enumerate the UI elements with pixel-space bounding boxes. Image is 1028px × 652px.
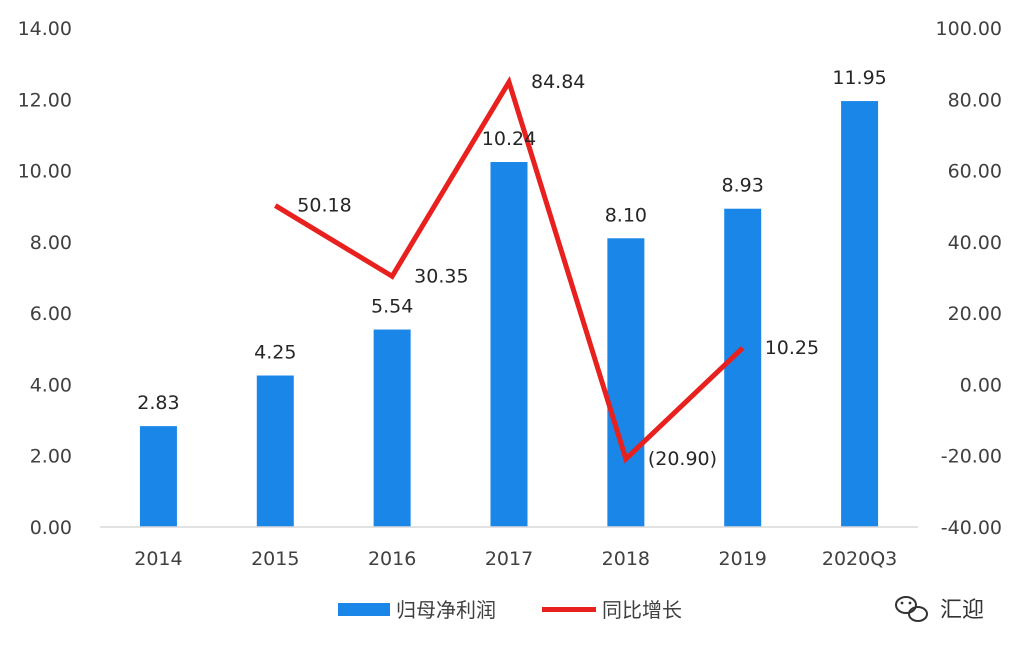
bar-data-label: 8.93 — [722, 175, 764, 197]
right-tick-label: 100.00 — [936, 18, 1002, 40]
x-tick-label: 2014 — [134, 548, 182, 570]
right-tick-label: -20.00 — [941, 446, 1002, 468]
bar-2017 — [490, 162, 528, 527]
left-tick-label: 10.00 — [18, 161, 72, 183]
bar-data-labels: 2.83 4.25 5.54 10.24 8.10 8.93 11.95 — [137, 67, 887, 414]
x-tick-label: 2015 — [251, 548, 299, 570]
bar-data-label: 10.24 — [482, 128, 536, 150]
left-tick-label: 0.00 — [30, 517, 72, 539]
bar-2015 — [256, 375, 294, 527]
bar-data-label: 5.54 — [371, 296, 413, 318]
bar-2016 — [373, 329, 411, 527]
left-axis-ticks: 0.00 2.00 4.00 6.00 8.00 10.00 12.00 14.00 — [18, 18, 72, 539]
left-tick-label: 12.00 — [18, 89, 72, 111]
bar-data-label: 2.83 — [137, 392, 179, 414]
right-tick-label: -40.00 — [941, 517, 1002, 539]
bar-series — [139, 101, 879, 528]
left-tick-label: 2.00 — [30, 446, 72, 468]
wechat-logo-icon — [895, 596, 928, 622]
x-tick-label: 2020Q3 — [822, 548, 897, 570]
legend-swatch-bar — [338, 603, 390, 616]
right-tick-label: 80.00 — [948, 89, 1002, 111]
right-axis-ticks: -40.00 -20.00 0.00 20.00 40.00 60.00 80.00 100.… — [936, 18, 1002, 539]
line-data-labels: 50.18 30.35 84.84 (20.90) 10.25 — [297, 71, 819, 470]
watermark-text: 汇迎 — [940, 598, 984, 623]
right-tick-label: 60.00 — [948, 161, 1002, 183]
left-tick-label: 4.00 — [30, 374, 72, 396]
line-data-label: 50.18 — [297, 195, 351, 217]
bar-data-label: 8.10 — [605, 204, 647, 226]
left-tick-label: 6.00 — [30, 303, 72, 325]
left-tick-label: 14.00 — [18, 18, 72, 40]
line-series — [273, 75, 745, 464]
bar-2014 — [139, 426, 177, 527]
right-tick-label: 20.00 — [948, 303, 1002, 325]
x-axis-ticks: 2014 2015 2016 2017 2018 2019 2020Q3 — [134, 548, 897, 570]
left-tick-label: 8.00 — [30, 232, 72, 254]
x-tick-label: 2019 — [719, 548, 767, 570]
line-data-label: 30.35 — [414, 265, 468, 287]
growth-line — [273, 75, 745, 464]
x-tick-label: 2017 — [485, 548, 533, 570]
legend-label-bar: 归母净利润 — [396, 598, 496, 622]
bar-2018 — [607, 238, 645, 528]
x-tick-label: 2018 — [602, 548, 650, 570]
line-data-label: 10.25 — [765, 337, 819, 359]
line-data-label: 84.84 — [531, 71, 585, 93]
right-tick-label: 40.00 — [948, 232, 1002, 254]
bar-2020Q3 — [841, 101, 879, 527]
legend: 归母净利润 同比增长 — [338, 598, 682, 622]
watermark: 汇迎 — [895, 596, 984, 623]
bar-data-label: 4.25 — [254, 342, 296, 364]
right-tick-label: 0.00 — [960, 374, 1002, 396]
line-data-label: (20.90) — [648, 448, 717, 470]
bar-2019 — [724, 208, 762, 527]
bar-data-label: 11.95 — [832, 67, 886, 89]
x-tick-label: 2016 — [368, 548, 416, 570]
legend-label-line: 同比增长 — [602, 598, 682, 622]
